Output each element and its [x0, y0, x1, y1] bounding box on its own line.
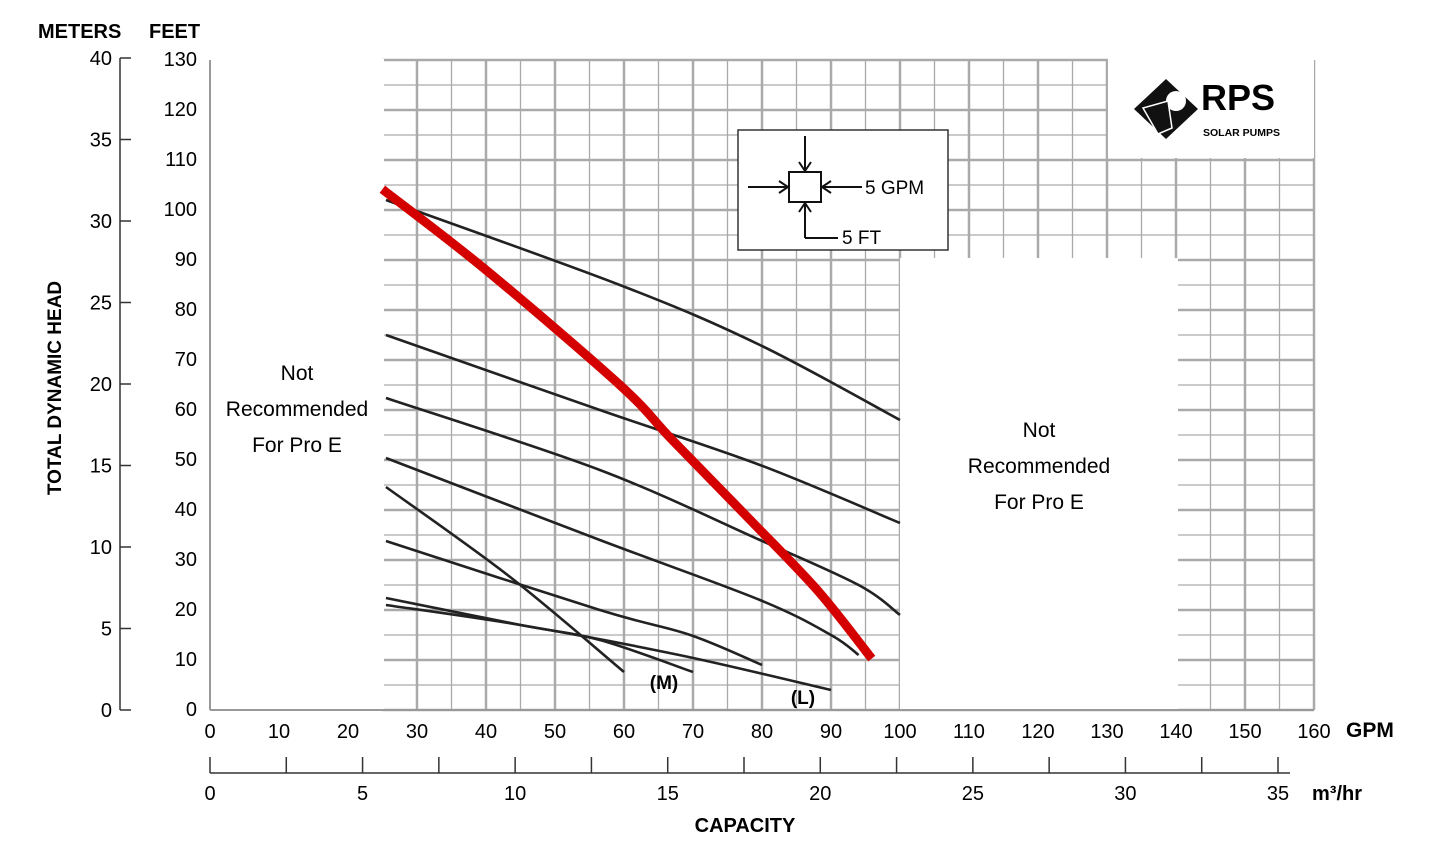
x-tick-label: 130 — [1090, 721, 1123, 743]
x-tick-label: 50 — [544, 721, 566, 743]
logo-name: RPS — [1201, 77, 1275, 118]
x-tick-label: 10 — [268, 721, 290, 743]
feet-tick-label: 120 — [164, 99, 197, 121]
x-tick-label: 120 — [1021, 721, 1054, 743]
feet-tick-label: 80 — [175, 299, 197, 321]
m3hr-tick-label: 30 — [1114, 783, 1136, 805]
feet-tick-label: 10 — [175, 649, 197, 671]
meters-tick-label: 20 — [90, 374, 112, 396]
x-tick-label: 40 — [475, 721, 497, 743]
x-tick-label: 60 — [613, 721, 635, 743]
scale-ft-label: 5 FT — [842, 228, 881, 249]
m3hr-tick-label: 35 — [1267, 783, 1289, 805]
x-axis-label: CAPACITY — [695, 815, 796, 837]
arrow-up-icon — [798, 201, 838, 239]
curve-curve-2 — [385, 333, 901, 525]
meters-tick-label: 25 — [90, 293, 112, 315]
meters-tick-label: 10 — [90, 537, 112, 559]
y-axis-label: TOTAL DYNAMIC HEAD — [45, 281, 66, 495]
curve-curve-6 — [385, 539, 763, 667]
x-unit-primary: GPM — [1346, 719, 1394, 742]
x-tick-label: 20 — [337, 721, 359, 743]
y-unit-right: FEET — [149, 21, 200, 43]
label-m: (M) — [650, 673, 678, 694]
feet-tick-label: 60 — [175, 399, 197, 421]
feet-tick-label: 100 — [164, 199, 197, 221]
feet-tick-label: 30 — [175, 549, 197, 571]
rps-logo: RPS SOLAR PUMPS — [1134, 77, 1280, 139]
nr-right-2: Recommended — [968, 455, 1110, 478]
x-tick-label: 150 — [1228, 721, 1261, 743]
x-tick-label: 140 — [1159, 721, 1192, 743]
curve-curve-1 — [385, 198, 901, 422]
m3hr-tick-label: 15 — [657, 783, 679, 805]
curves — [379, 185, 901, 692]
meters-tick-label: 30 — [90, 211, 112, 233]
x-tick-label: 110 — [953, 721, 985, 743]
arrow-left-icon — [820, 180, 862, 194]
curve-curve-4 — [385, 456, 860, 657]
m3hr-tick-label: 25 — [962, 783, 984, 805]
nr-right-1: Not — [1023, 419, 1056, 442]
scale-gpm-label: 5 GPM — [865, 178, 924, 199]
x-tick-label: 80 — [751, 721, 773, 743]
curve-curve-3 — [385, 396, 901, 617]
arrow-right-icon — [748, 180, 790, 194]
y-unit-left: METERS — [38, 21, 121, 43]
scale-legend: 5 GPM 5 FT — [737, 129, 949, 251]
feet-tick-label: 90 — [175, 249, 197, 271]
m3hr-tick-label: 10 — [504, 783, 526, 805]
not-recommended-right-area — [900, 258, 1178, 710]
x-tick-label: 0 — [204, 721, 215, 743]
m3hr-tick-label: 20 — [809, 783, 831, 805]
nr-left-3: For Pro E — [252, 434, 342, 457]
feet-tick-label: 40 — [175, 499, 197, 521]
x-tick-label: 100 — [883, 721, 916, 743]
nr-left-1: Not — [281, 362, 314, 385]
x-tick-label: 70 — [682, 721, 704, 743]
curve-curve-5 — [385, 485, 625, 673]
nr-right-3: For Pro E — [994, 491, 1084, 514]
arrow-down-icon — [798, 136, 812, 173]
feet-tick-label: 110 — [165, 149, 197, 171]
m3hr-tick-label: 5 — [357, 783, 368, 805]
feet-tick-label: 50 — [175, 449, 197, 471]
feet-tick-label: 20 — [175, 599, 197, 621]
curve-curve-l — [385, 603, 832, 692]
label-l: (L) — [791, 688, 815, 709]
feet-tick-label: 0 — [186, 699, 197, 721]
meters-tick-label: 40 — [90, 48, 112, 70]
feet-tick-label: 130 — [164, 49, 197, 71]
feet-tick-label: 70 — [175, 349, 197, 371]
meters-tick-label: 15 — [90, 456, 112, 478]
x-unit-secondary: m³/hr — [1312, 783, 1362, 805]
meters-tick-label: 5 — [101, 619, 112, 641]
nr-left-2: Recommended — [226, 398, 368, 421]
x-tick-label: 160 — [1297, 721, 1330, 743]
logo-sub: SOLAR PUMPS — [1203, 127, 1280, 139]
axes: 0 10 20 30 40 50 60 70 80 90 100 110 120 130 140 150 160… — [90, 48, 1331, 805]
x-tick-label: 90 — [820, 721, 842, 743]
not-recommended-left-area — [211, 59, 384, 710]
meters-tick-label: 0 — [101, 700, 112, 722]
meters-tick-label: 35 — [90, 130, 112, 152]
curve-pro-e-curve-highlighted- — [379, 185, 876, 662]
x-tick-label: 30 — [406, 721, 428, 743]
m3hr-tick-label: 0 — [204, 783, 215, 805]
